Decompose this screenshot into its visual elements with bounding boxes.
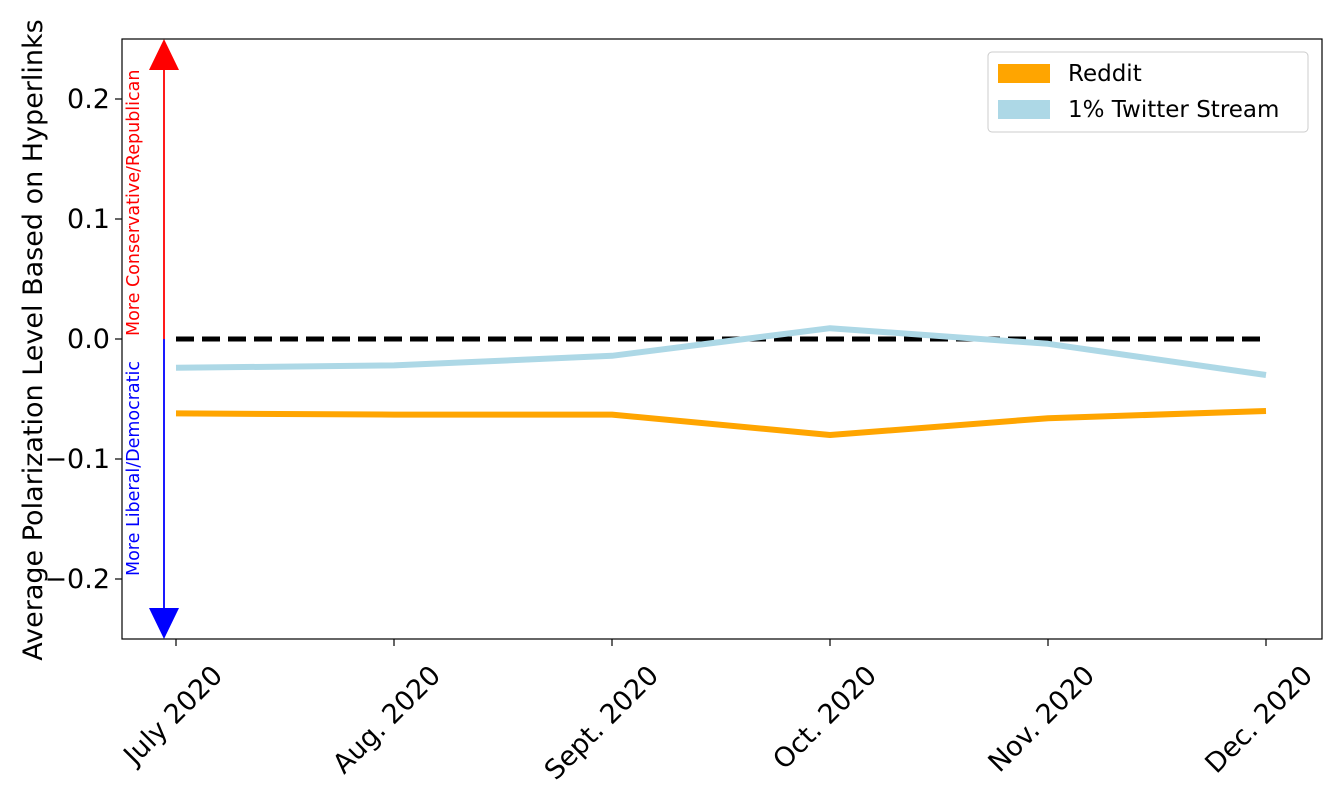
conservative-arrow-head: [149, 39, 179, 70]
x-tick-label: Oct. 2020: [767, 660, 883, 776]
series-line-reddit: [175, 408, 1267, 438]
y-axis-label: Average Polarization Level Based on Hype…: [18, 19, 49, 660]
series-line-twitter: [175, 325, 1267, 378]
x-tick-label: Sept. 2020: [539, 660, 665, 786]
y-tick-label: 0.2: [67, 84, 110, 115]
x-tick-label: Nov. 2020: [983, 660, 1101, 778]
y-tick-label: −0.2: [44, 564, 110, 595]
conservative-annotation: More Conservative/Republican: [124, 70, 144, 336]
liberal-arrow-head: [149, 608, 179, 639]
legend-swatch: [998, 100, 1050, 119]
liberal-annotation: More Liberal/Democratic: [124, 361, 144, 576]
x-tick-label: Dec. 2020: [1199, 660, 1319, 780]
x-axis: July 2020 Aug. 2020 Sept. 2020 Oct. 2020 Nov…: [117, 639, 1319, 786]
legend-label: 1% Twitter Stream: [1068, 97, 1279, 123]
legend-box: [987, 51, 1309, 133]
series-layer: [175, 325, 1267, 438]
x-tick-label: Aug. 2020: [327, 660, 447, 780]
legend-swatch: [998, 64, 1050, 83]
legend-label: Reddit: [1068, 61, 1142, 87]
y-tick-label: 0.0: [67, 324, 110, 355]
y-tick-label: −0.1: [44, 444, 110, 475]
x-tick-label: July 2020: [117, 660, 229, 772]
legend: Reddit 1% Twitter Stream: [987, 51, 1309, 133]
y-tick-label: 0.1: [67, 204, 110, 235]
annotation-arrows: More Conservative/Republican More Liberal…: [124, 39, 179, 639]
y-axis: −0.2 −0.1 0.0 0.1 0.2: [44, 84, 122, 595]
